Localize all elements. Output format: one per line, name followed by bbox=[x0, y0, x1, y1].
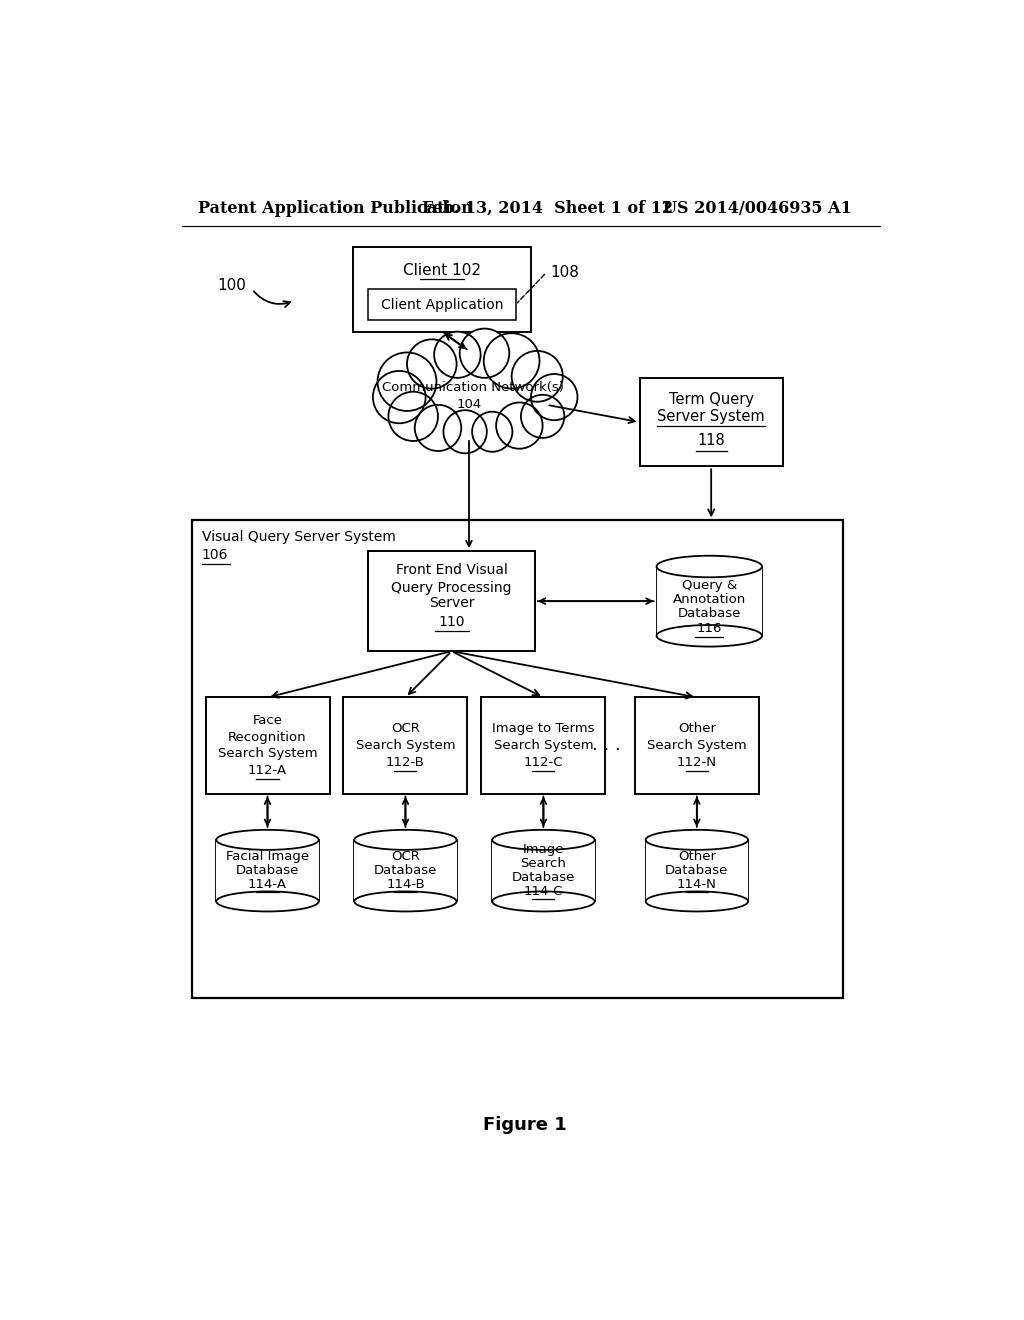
Text: US 2014/0046935 A1: US 2014/0046935 A1 bbox=[663, 199, 852, 216]
Ellipse shape bbox=[216, 830, 318, 850]
Text: 100: 100 bbox=[217, 279, 246, 293]
Text: Server: Server bbox=[429, 597, 474, 610]
Text: 112-B: 112-B bbox=[386, 756, 425, 770]
Ellipse shape bbox=[656, 626, 762, 647]
Text: Search System: Search System bbox=[647, 739, 746, 752]
Circle shape bbox=[378, 352, 436, 411]
Text: 112-A: 112-A bbox=[248, 764, 287, 777]
Ellipse shape bbox=[646, 830, 748, 850]
Text: Communication Network(s): Communication Network(s) bbox=[382, 380, 564, 393]
Circle shape bbox=[496, 403, 543, 449]
Text: Image to Terms: Image to Terms bbox=[493, 722, 595, 735]
Text: 112-C: 112-C bbox=[523, 756, 563, 770]
Text: 114-A: 114-A bbox=[248, 878, 287, 891]
Text: Recognition: Recognition bbox=[228, 730, 307, 743]
Ellipse shape bbox=[354, 830, 457, 850]
Bar bbox=[646, 840, 748, 902]
Text: Search System: Search System bbox=[218, 747, 317, 760]
Bar bbox=[369, 552, 535, 651]
Text: Database: Database bbox=[512, 871, 575, 884]
Bar bbox=[656, 566, 762, 636]
Ellipse shape bbox=[216, 830, 318, 850]
Text: Database: Database bbox=[374, 865, 437, 878]
Circle shape bbox=[373, 371, 426, 424]
Ellipse shape bbox=[656, 556, 762, 577]
Circle shape bbox=[483, 333, 540, 388]
Bar bbox=[481, 697, 605, 793]
Text: 112-N: 112-N bbox=[677, 756, 717, 770]
Circle shape bbox=[472, 412, 512, 451]
Circle shape bbox=[512, 351, 563, 401]
Text: Client 102: Client 102 bbox=[402, 263, 481, 277]
Bar bbox=[369, 289, 515, 321]
Text: Visual Query Server System: Visual Query Server System bbox=[202, 531, 395, 544]
Ellipse shape bbox=[354, 830, 457, 850]
Text: Search: Search bbox=[520, 857, 566, 870]
Text: Server System: Server System bbox=[657, 409, 765, 424]
Ellipse shape bbox=[354, 891, 457, 911]
Text: 104: 104 bbox=[457, 397, 481, 411]
Text: Feb. 13, 2014  Sheet 1 of 12: Feb. 13, 2014 Sheet 1 of 12 bbox=[423, 199, 674, 216]
Text: OCR: OCR bbox=[391, 850, 420, 863]
Text: Client Application: Client Application bbox=[381, 298, 503, 312]
Circle shape bbox=[521, 395, 564, 438]
Text: Figure 1: Figure 1 bbox=[483, 1115, 566, 1134]
Text: Database: Database bbox=[236, 865, 299, 878]
Text: Front End Visual: Front End Visual bbox=[395, 564, 508, 577]
Ellipse shape bbox=[646, 891, 748, 911]
Text: Image: Image bbox=[522, 843, 564, 857]
Bar bbox=[216, 840, 318, 902]
Text: Other: Other bbox=[678, 850, 716, 863]
Circle shape bbox=[415, 405, 461, 451]
Bar bbox=[193, 520, 844, 998]
Text: . . .: . . . bbox=[592, 737, 621, 754]
Ellipse shape bbox=[493, 830, 595, 850]
Bar bbox=[352, 247, 531, 331]
Text: Search System: Search System bbox=[494, 739, 593, 752]
Text: Patent Application Publication: Patent Application Publication bbox=[198, 199, 472, 216]
Circle shape bbox=[443, 411, 486, 453]
Circle shape bbox=[388, 392, 438, 441]
Text: 110: 110 bbox=[438, 615, 465, 628]
Text: 118: 118 bbox=[697, 433, 725, 449]
Text: 106: 106 bbox=[202, 548, 228, 562]
Bar bbox=[635, 697, 759, 793]
Text: 108: 108 bbox=[550, 265, 580, 280]
Ellipse shape bbox=[493, 891, 595, 911]
Bar bbox=[343, 697, 467, 793]
Text: Search System: Search System bbox=[355, 739, 456, 752]
Ellipse shape bbox=[493, 830, 595, 850]
Text: Face: Face bbox=[253, 714, 283, 726]
Bar bbox=[206, 697, 330, 793]
Text: Term Query: Term Query bbox=[669, 392, 754, 407]
Text: Query &: Query & bbox=[682, 579, 737, 593]
Text: Query Processing: Query Processing bbox=[391, 581, 512, 595]
Ellipse shape bbox=[216, 891, 318, 911]
Circle shape bbox=[531, 374, 578, 420]
Text: OCR: OCR bbox=[391, 722, 420, 735]
Text: 114-B: 114-B bbox=[386, 878, 425, 891]
Circle shape bbox=[407, 339, 457, 388]
Circle shape bbox=[460, 329, 509, 378]
Text: Database: Database bbox=[666, 865, 728, 878]
Text: Facial Image: Facial Image bbox=[226, 850, 309, 863]
Bar bbox=[640, 378, 783, 466]
Ellipse shape bbox=[656, 556, 762, 577]
Text: Other: Other bbox=[678, 722, 716, 735]
Bar bbox=[354, 840, 457, 902]
Text: Database: Database bbox=[678, 607, 741, 620]
Circle shape bbox=[434, 331, 480, 378]
Text: 114-N: 114-N bbox=[677, 878, 717, 891]
Text: 116: 116 bbox=[696, 622, 722, 635]
Ellipse shape bbox=[646, 830, 748, 850]
Text: Annotation: Annotation bbox=[673, 593, 745, 606]
Bar bbox=[493, 840, 595, 902]
Text: 114-C: 114-C bbox=[523, 884, 563, 898]
